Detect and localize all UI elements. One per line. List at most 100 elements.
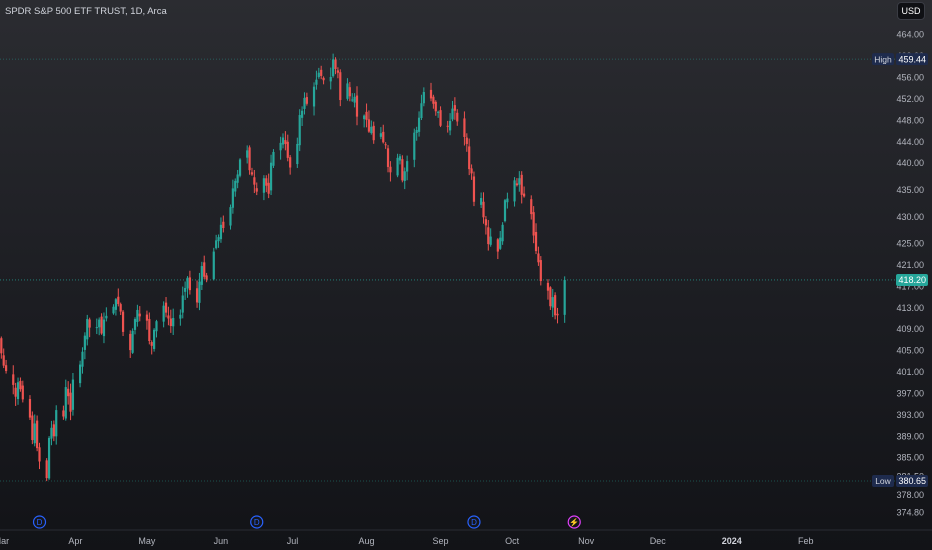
candle: [14, 382, 17, 406]
time-tick-label: Jun: [214, 536, 229, 546]
events-layer: D D D ⚡: [32, 515, 581, 529]
candle: [279, 136, 282, 160]
time-tick-label: Dec: [650, 536, 667, 546]
candle: [482, 192, 485, 224]
candle: [52, 420, 55, 442]
svg-text:D: D: [37, 518, 43, 527]
svg-text:380.65: 380.65: [898, 476, 926, 486]
price-tick-label: 456.00: [896, 73, 924, 83]
candle: [554, 292, 557, 320]
candle: [403, 167, 406, 190]
candle: [317, 67, 320, 79]
price-tags: High 459.44 Low 380.65 418.20: [872, 53, 928, 488]
time-axis[interactable]: Mar Apr May Jun Jul Aug Sep Oct Nov Dec 2024 Feb: [0, 529, 932, 546]
candle: [50, 420, 53, 446]
candle: [437, 110, 440, 118]
candle: [112, 304, 115, 315]
candle: [219, 217, 223, 243]
candle: [184, 281, 187, 300]
candle: [62, 405, 65, 420]
candle: [105, 307, 108, 322]
candle: [0, 336, 3, 359]
candle: [215, 234, 218, 250]
candle: [398, 153, 402, 165]
candle: [250, 167, 254, 176]
candle: [198, 272, 201, 311]
candle: [434, 100, 437, 116]
svg-text:418.20: 418.20: [898, 275, 926, 285]
time-tick-label: Jul: [287, 536, 299, 546]
candle: [496, 238, 499, 260]
price-tick-label: 378.00: [896, 490, 924, 500]
candle: [186, 276, 189, 298]
candle: [429, 82, 433, 102]
candle: [102, 312, 106, 344]
time-tick-label: Sep: [433, 536, 449, 546]
candle: [386, 145, 390, 173]
candle: [451, 100, 454, 122]
candle: [348, 81, 351, 102]
candle: [353, 93, 356, 108]
price-tick-label: 374.80: [896, 507, 924, 517]
candle: [448, 113, 452, 136]
price-tick-label: 405.00: [896, 346, 924, 356]
currency-button[interactable]: USD: [897, 2, 925, 20]
candle: [518, 171, 521, 192]
candle: [446, 120, 449, 133]
candle: [365, 103, 368, 128]
price-tick-label: 425.00: [896, 239, 924, 249]
candle: [272, 149, 275, 169]
candle: [179, 309, 182, 326]
candle: [305, 92, 308, 106]
dividend-icon[interactable]: D: [250, 515, 264, 529]
price-tick-label: 448.00: [896, 115, 924, 125]
candle: [222, 215, 225, 233]
candle: [212, 247, 215, 281]
candle: [121, 310, 125, 337]
candle: [38, 442, 41, 470]
candle: [284, 131, 287, 151]
earnings-icon[interactable]: ⚡: [567, 515, 581, 529]
candle: [21, 380, 24, 403]
candle: [167, 306, 170, 326]
candle: [453, 97, 456, 120]
candle: [515, 178, 519, 187]
candle: [117, 288, 120, 307]
candle: [534, 223, 538, 255]
dividend-icon[interactable]: D: [467, 515, 481, 529]
candle: [262, 175, 266, 201]
candle: [401, 155, 404, 183]
candle: [95, 318, 98, 335]
price-axis[interactable]: 464.00460.00456.00452.00448.00444.00440.…: [896, 30, 924, 518]
dividend-icon[interactable]: D: [32, 515, 47, 529]
candle: [551, 288, 554, 318]
candle: [129, 330, 132, 358]
candle: [234, 178, 237, 197]
time-tick-label: Nov: [578, 536, 595, 546]
candle: [33, 414, 36, 447]
candle: [133, 317, 137, 335]
time-tick-label: May: [138, 536, 156, 546]
candle: [98, 317, 101, 336]
candle: [417, 111, 421, 137]
candle: [131, 328, 134, 354]
price-tick-label: 444.00: [896, 137, 924, 147]
candle: [355, 86, 359, 126]
candle: [470, 164, 473, 180]
candle: [363, 114, 366, 128]
candle: [19, 377, 22, 392]
candle: [229, 204, 232, 230]
price-tick-label: 409.00: [896, 324, 924, 334]
candle: [501, 222, 504, 245]
candle: [286, 134, 289, 162]
candle: [546, 279, 550, 300]
candle: [289, 155, 292, 175]
candle: [236, 169, 239, 189]
price-tick-label: 385.00: [896, 453, 924, 463]
candle: [539, 256, 542, 286]
candle: [300, 106, 304, 127]
candle: [463, 111, 466, 146]
candle: [563, 276, 566, 323]
svg-text:Low: Low: [875, 476, 891, 486]
